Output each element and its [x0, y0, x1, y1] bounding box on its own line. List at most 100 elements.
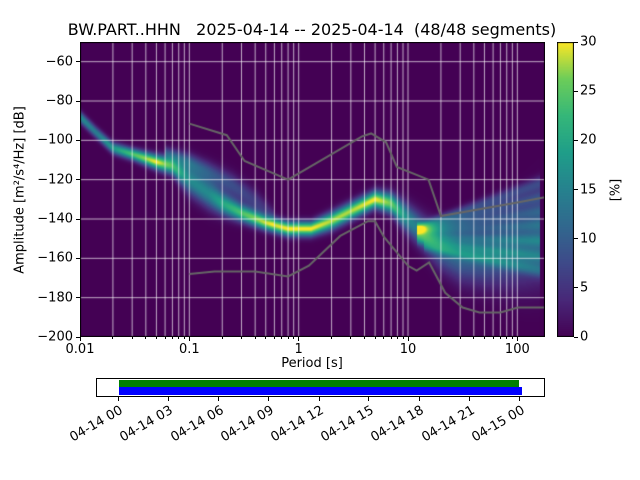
x-minor-tick-mark: [473, 337, 475, 339]
x-minor-tick-mark: [402, 337, 404, 339]
x-tick-mark: [298, 337, 300, 341]
x-minor-tick-mark: [506, 337, 508, 339]
x-minor-tick-mark: [364, 337, 365, 339]
x-tick-mark: [188, 337, 190, 341]
x-minor-tick-mark: [459, 337, 461, 339]
x-minor-tick-mark: [178, 337, 180, 339]
colorbar-tick-label: 30: [580, 34, 597, 50]
y-tick-mark: [76, 336, 80, 338]
colorbar-tick-label: 0: [580, 329, 589, 345]
colorbar-label: [%]: [608, 178, 624, 202]
x-minor-tick-mark: [511, 337, 513, 339]
date-tick-mark: [218, 397, 220, 401]
y-tick-mark: [76, 61, 80, 63]
date-tick-mark: [519, 397, 521, 401]
y-tick-mark: [76, 139, 80, 141]
coverage-bar-green: [118, 380, 519, 387]
x-minor-tick-mark: [131, 337, 133, 339]
y-tick-mark: [76, 257, 80, 259]
y-tick-label: −60: [45, 54, 73, 70]
x-minor-tick-mark: [254, 337, 256, 339]
colorbar-tick-mark: [574, 287, 578, 289]
x-minor-tick-mark: [221, 337, 223, 339]
x-minor-tick-mark: [164, 337, 166, 339]
x-minor-tick-mark: [390, 337, 392, 339]
x-axis-label: Period [s]: [281, 356, 343, 371]
x-minor-tick-mark: [383, 337, 385, 339]
x-minor-tick-mark: [499, 337, 501, 339]
y-tick-label: −140: [37, 211, 73, 227]
x-minor-tick-mark: [287, 337, 289, 339]
date-tick-label: 04-14 09: [218, 403, 277, 446]
plot-title: BW.PART..HHN 2025-04-14 -- 2025-04-14 (4…: [67, 20, 557, 39]
x-minor-tick-mark: [183, 337, 185, 339]
colorbar-tick-label: 20: [580, 132, 597, 148]
x-minor-tick-mark: [440, 337, 442, 339]
colorbar-tick-mark: [574, 90, 578, 92]
x-tick-mark: [79, 337, 81, 341]
y-tick-label: −160: [37, 250, 73, 266]
colorbar-tick-mark: [574, 139, 578, 141]
y-tick-mark: [76, 297, 80, 299]
date-tick-label: 04-14 06: [167, 403, 227, 446]
date-tick-mark: [368, 397, 370, 401]
x-minor-tick-mark: [112, 337, 114, 339]
x-minor-tick-mark: [265, 337, 267, 339]
colorbar-tick-mark: [574, 189, 578, 190]
x-minor-tick-mark: [273, 337, 275, 339]
x-tick-label: 0.1: [178, 342, 200, 357]
y-tick-label: −80: [45, 93, 73, 109]
x-tick-mark: [407, 337, 409, 341]
colorbar-tick-label: 25: [580, 83, 597, 99]
y-tick-mark: [76, 179, 80, 181]
date-tick-label: 04-14 15: [318, 403, 377, 446]
x-tick-label: 10: [399, 342, 417, 357]
x-tick-label: 1: [294, 342, 303, 357]
date-tick-label: 04-14 03: [117, 403, 176, 446]
colorbar-tick-label: 5: [580, 280, 589, 296]
colorbar-tick-mark: [574, 41, 578, 43]
date-tick-mark: [469, 397, 471, 401]
x-minor-tick-mark: [281, 337, 283, 339]
date-tick-label: 04-14 18: [368, 403, 427, 446]
x-minor-tick-mark: [293, 337, 295, 339]
x-minor-tick-mark: [171, 337, 173, 339]
x-minor-tick-mark: [241, 337, 242, 339]
x-tick-label: 100: [504, 342, 530, 357]
date-tick-mark: [318, 397, 320, 401]
colorbar-canvas: [557, 42, 574, 337]
x-minor-tick-mark: [331, 337, 333, 339]
y-tick-mark: [76, 100, 80, 102]
x-minor-tick-mark: [374, 337, 376, 339]
x-minor-tick-mark: [492, 337, 494, 339]
coverage-bar-blue: [118, 387, 522, 395]
y-axis-label: Amplitude [m²/s⁴/Hz] [dB]: [12, 106, 28, 274]
y-tick-label: −200: [37, 329, 73, 345]
y-tick-label: −100: [37, 132, 73, 148]
x-minor-tick-mark: [483, 337, 485, 339]
date-tick-mark: [268, 397, 270, 401]
date-tick-mark: [418, 397, 420, 401]
x-tick-mark: [516, 337, 518, 341]
x-minor-tick-mark: [350, 337, 352, 339]
y-tick-label: −180: [37, 290, 73, 306]
date-tick-label: 04-14 21: [418, 403, 478, 446]
x-minor-tick-mark: [145, 337, 147, 339]
x-minor-tick-mark: [396, 337, 398, 339]
date-tick-label: 04-14 12: [268, 403, 327, 446]
x-tick-label: 0.01: [65, 342, 95, 357]
colorbar-tick-mark: [574, 238, 578, 240]
y-tick-label: −120: [37, 172, 73, 188]
date-tick-label: 04-14 00: [67, 403, 126, 446]
ppsd-heatmap-canvas: [80, 42, 545, 337]
date-tick-mark: [167, 397, 169, 401]
colorbar-tick-label: 10: [580, 231, 597, 247]
x-minor-tick-mark: [155, 337, 157, 339]
date-tick-mark: [117, 397, 119, 401]
colorbar-tick-mark: [574, 336, 578, 338]
y-tick-mark: [76, 218, 80, 220]
coverage-box: [96, 378, 545, 397]
colorbar-tick-label: 15: [580, 182, 597, 197]
date-tick-label: 04-15 00: [469, 403, 528, 446]
